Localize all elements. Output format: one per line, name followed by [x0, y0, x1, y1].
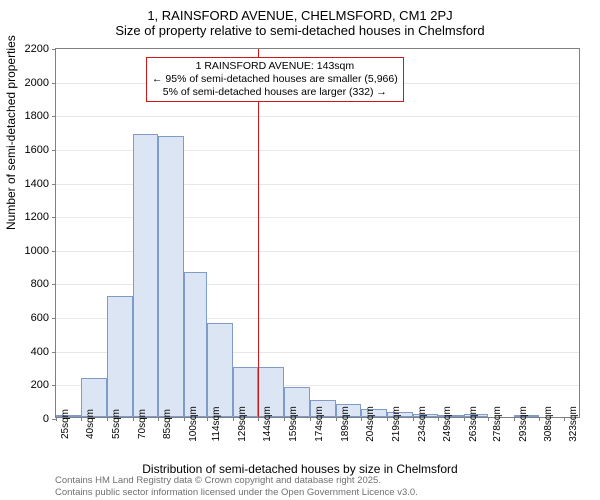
y-tick-label: 1200 — [9, 211, 49, 223]
x-tick-label: 55sqm — [111, 409, 122, 439]
x-tick-mark — [564, 417, 565, 421]
grid-line — [56, 116, 579, 117]
x-tick-label: 219sqm — [391, 406, 402, 442]
x-tick-mark — [107, 417, 108, 421]
y-tick-label: 200 — [9, 379, 49, 391]
x-tick-label: 114sqm — [211, 407, 222, 442]
y-tick-mark — [52, 352, 56, 353]
x-tick-mark — [539, 417, 540, 421]
x-tick-mark — [387, 417, 388, 421]
x-tick-label: 204sqm — [365, 406, 376, 442]
annotation-line-2: ← 95% of semi-detached houses are smalle… — [152, 73, 398, 86]
x-tick-mark — [336, 417, 337, 421]
y-tick-mark — [52, 217, 56, 218]
chart-container: 0200400600800100012001400160018002000220… — [55, 48, 580, 418]
y-tick-mark — [52, 49, 56, 50]
x-tick-label: 189sqm — [340, 406, 351, 442]
x-tick-label: 174sqm — [314, 406, 325, 442]
footer-line-2: Contains public sector information licen… — [55, 487, 418, 498]
y-tick-mark — [52, 284, 56, 285]
histogram-bar — [133, 134, 158, 417]
x-tick-mark — [310, 417, 311, 421]
histogram-bar — [107, 296, 133, 417]
chart-footer: Contains HM Land Registry data © Crown c… — [55, 475, 418, 498]
x-tick-mark — [438, 417, 439, 421]
y-tick-label: 0 — [9, 413, 49, 425]
y-tick-label: 1400 — [9, 178, 49, 190]
chart-title-main: 1, RAINSFORD AVENUE, CHELMSFORD, CM1 2PJ — [0, 0, 600, 23]
plot-area: 0200400600800100012001400160018002000220… — [55, 48, 580, 418]
x-tick-mark — [464, 417, 465, 421]
y-tick-mark — [52, 184, 56, 185]
x-tick-mark — [514, 417, 515, 421]
x-tick-mark — [488, 417, 489, 421]
x-tick-label: 144sqm — [262, 406, 273, 442]
x-tick-label: 278sqm — [492, 406, 503, 442]
x-tick-mark — [413, 417, 414, 421]
x-tick-label: 159sqm — [288, 406, 299, 442]
x-axis-label: Distribution of semi-detached houses by … — [0, 462, 600, 476]
chart-title-sub: Size of property relative to semi-detach… — [0, 23, 600, 40]
y-tick-label: 2000 — [9, 77, 49, 89]
x-tick-label: 234sqm — [417, 406, 428, 442]
x-tick-mark — [233, 417, 234, 421]
x-tick-label: 293sqm — [518, 406, 529, 442]
y-tick-label: 600 — [9, 312, 49, 324]
x-tick-label: 129sqm — [237, 406, 248, 442]
footer-line-1: Contains HM Land Registry data © Crown c… — [55, 475, 418, 486]
y-tick-mark — [52, 150, 56, 151]
y-tick-label: 1000 — [9, 245, 49, 257]
x-tick-label: 85sqm — [162, 409, 173, 439]
y-tick-mark — [52, 251, 56, 252]
y-tick-label: 1800 — [9, 110, 49, 122]
x-tick-mark — [56, 417, 57, 421]
annotation-line-3: 5% of semi-detached houses are larger (3… — [152, 86, 398, 99]
x-tick-mark — [81, 417, 82, 421]
annotation-line-1: 1 RAINSFORD AVENUE: 143sqm — [152, 60, 398, 73]
x-tick-mark — [207, 417, 208, 421]
x-tick-label: 263sqm — [468, 406, 479, 442]
y-tick-label: 1600 — [9, 144, 49, 156]
x-tick-mark — [258, 417, 259, 421]
x-tick-mark — [284, 417, 285, 421]
x-tick-mark — [361, 417, 362, 421]
y-tick-label: 800 — [9, 278, 49, 290]
y-axis-label: Number of semi-detached properties — [4, 35, 18, 230]
x-tick-mark — [133, 417, 134, 421]
x-tick-mark — [158, 417, 159, 421]
y-tick-mark — [52, 116, 56, 117]
annotation-box: 1 RAINSFORD AVENUE: 143sqm← 95% of semi-… — [146, 57, 404, 102]
histogram-bar — [158, 136, 184, 417]
y-tick-label: 2200 — [9, 43, 49, 55]
x-tick-label: 25sqm — [60, 409, 71, 439]
x-tick-label: 249sqm — [442, 406, 453, 442]
y-tick-mark — [52, 385, 56, 386]
x-tick-label: 323sqm — [568, 406, 579, 442]
histogram-bar — [184, 272, 207, 417]
y-tick-mark — [52, 318, 56, 319]
property-marker-line — [258, 49, 259, 417]
x-tick-label: 308sqm — [543, 406, 554, 442]
x-tick-label: 70sqm — [137, 409, 148, 439]
y-tick-label: 400 — [9, 346, 49, 358]
x-tick-label: 40sqm — [85, 409, 96, 439]
histogram-bar — [207, 323, 233, 417]
x-tick-mark — [184, 417, 185, 421]
y-tick-mark — [52, 83, 56, 84]
x-tick-label: 100sqm — [188, 406, 199, 442]
